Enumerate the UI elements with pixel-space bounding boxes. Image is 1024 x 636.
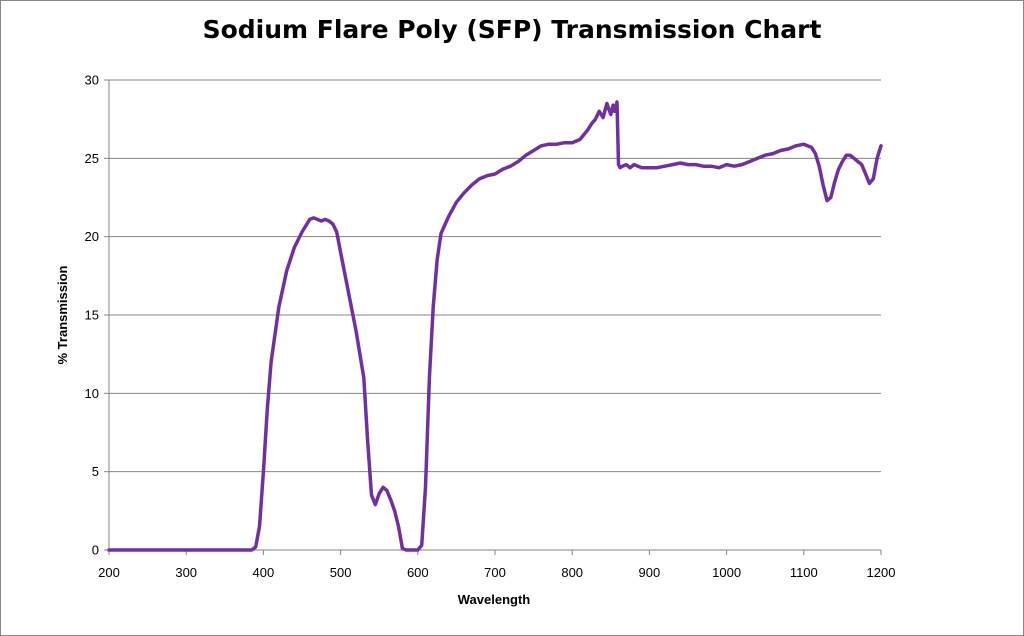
x-axis-title: Wavelength [458, 592, 531, 607]
x-tick-label: 1200 [867, 565, 896, 580]
x-tick-label: 800 [561, 565, 583, 580]
y-tick-label: 30 [85, 73, 99, 88]
x-tick-labels: 200 300 400 500 600 700 800 900 1000 1100 1200 [98, 565, 895, 580]
x-tick-label: 600 [407, 565, 429, 580]
y-tick-label: 0 [92, 543, 99, 558]
x-tick-label: 400 [253, 565, 275, 580]
x-tick-label: 1000 [712, 565, 741, 580]
y-tick-labels: 0 5 10 15 20 25 30 [85, 73, 99, 558]
x-tick-label: 700 [484, 565, 506, 580]
x-tick-label: 900 [639, 565, 661, 580]
gridlines [109, 79, 881, 473]
x-tick-label: 500 [330, 565, 352, 580]
x-tick-label: 300 [175, 565, 197, 580]
series-line-0 [107, 100, 883, 552]
axes [104, 79, 882, 555]
y-axis-title: % Transmission [55, 265, 70, 364]
y-tick-label: 25 [85, 151, 99, 166]
x-tick-label: 1100 [790, 565, 818, 580]
y-tick-label: 5 [92, 464, 99, 479]
y-tick-label: 10 [85, 386, 99, 401]
x-tick-label: 200 [98, 565, 120, 580]
chart-title: Sodium Flare Poly (SFP) Transmission Cha… [202, 15, 822, 44]
series-layer [107, 100, 883, 552]
y-tick-label: 20 [85, 229, 99, 244]
y-tick-label: 15 [85, 308, 99, 323]
